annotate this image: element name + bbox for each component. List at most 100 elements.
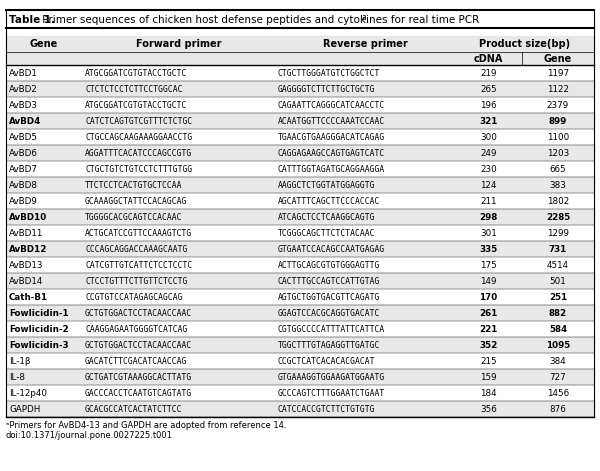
Text: 298: 298 bbox=[479, 212, 497, 221]
Text: 584: 584 bbox=[549, 325, 567, 333]
Bar bbox=[6, 129, 594, 145]
Text: GAGGGGTCTTCTTGCTGCTG: GAGGGGTCTTCTTGCTGCTG bbox=[278, 84, 376, 94]
Text: 159: 159 bbox=[480, 373, 497, 382]
Text: GTGAATCCACAGCCAATGAGAG: GTGAATCCACAGCCAATGAGAG bbox=[278, 244, 385, 253]
Text: AvBD6: AvBD6 bbox=[9, 148, 38, 157]
Text: Fowlicidin-1: Fowlicidin-1 bbox=[9, 309, 68, 317]
Text: Primer sequences of chicken host defense peptides and cytokines for real time PC: Primer sequences of chicken host defense… bbox=[39, 15, 479, 25]
Text: 124: 124 bbox=[480, 180, 497, 189]
Text: 1197: 1197 bbox=[547, 68, 569, 78]
Text: GTGAAAGGTGGAAGATGGAATG: GTGAAAGGTGGAAGATGGAATG bbox=[278, 373, 385, 382]
Text: ATGCGGATCGTGTACCTGCTC: ATGCGGATCGTGTACCTGCTC bbox=[85, 100, 187, 109]
Text: GCTGTGGACTCCTACAACCAAC: GCTGTGGACTCCTACAACCAAC bbox=[85, 309, 192, 317]
Text: 221: 221 bbox=[479, 325, 497, 333]
Text: cDNA: cDNA bbox=[474, 54, 503, 64]
Text: 1802: 1802 bbox=[547, 196, 569, 205]
Bar bbox=[6, 193, 594, 209]
Text: GACCCACCTCAATGTCAGTATG: GACCCACCTCAATGTCAGTATG bbox=[85, 389, 192, 398]
Text: 899: 899 bbox=[549, 116, 567, 125]
Text: 300: 300 bbox=[480, 132, 497, 141]
Bar bbox=[6, 273, 594, 289]
Text: 352: 352 bbox=[479, 341, 497, 349]
Text: 727: 727 bbox=[550, 373, 566, 382]
Text: IL-8: IL-8 bbox=[9, 373, 25, 382]
Text: 265: 265 bbox=[480, 84, 497, 94]
Bar bbox=[6, 161, 594, 177]
Text: AvBD1: AvBD1 bbox=[9, 68, 38, 78]
Text: TCGGGCAGCTTCTCTACAAC: TCGGGCAGCTTCTCTACAAC bbox=[278, 228, 376, 237]
Text: GACATCTTCGACATCAACCAG: GACATCTTCGACATCAACCAG bbox=[85, 357, 187, 365]
Text: CAAGGAGAATGGGGTCATCAG: CAAGGAGAATGGGGTCATCAG bbox=[85, 325, 187, 333]
Text: GGAGTCCACGCAGGTGACATC: GGAGTCCACGCAGGTGACATC bbox=[278, 309, 380, 317]
Text: 249: 249 bbox=[480, 148, 497, 157]
Text: 1095: 1095 bbox=[546, 341, 570, 349]
Text: ᵃPrimers for AvBD4-13 and GAPDH are adopted from reference 14.: ᵃPrimers for AvBD4-13 and GAPDH are adop… bbox=[6, 421, 287, 430]
Bar bbox=[6, 305, 594, 321]
Text: GCACGCCATCACTATCTTCC: GCACGCCATCACTATCTTCC bbox=[85, 405, 182, 414]
Text: Product size(bp): Product size(bp) bbox=[479, 39, 570, 49]
Text: 501: 501 bbox=[550, 276, 566, 285]
Text: CCGCTCATCACACACGACAT: CCGCTCATCACACACGACAT bbox=[278, 357, 376, 365]
Text: CATCGTTGTCATTCTCCTCCTC: CATCGTTGTCATTCTCCTCCTC bbox=[85, 260, 192, 269]
Bar bbox=[6, 81, 594, 97]
Bar bbox=[6, 97, 594, 113]
Text: GCTGATCGTAAAGGCACTTATG: GCTGATCGTAAAGGCACTTATG bbox=[85, 373, 192, 382]
Bar bbox=[6, 241, 594, 257]
Bar bbox=[6, 353, 594, 369]
Text: 196: 196 bbox=[480, 100, 497, 109]
Text: 251: 251 bbox=[549, 292, 567, 301]
Text: 175: 175 bbox=[480, 260, 497, 269]
Text: CACTTTGCCAGTCCATTGTAG: CACTTTGCCAGTCCATTGTAG bbox=[278, 276, 380, 285]
Bar bbox=[6, 52, 594, 65]
Text: AvBD2: AvBD2 bbox=[9, 84, 38, 94]
Text: CTCTCTCCTCTTCCTGGCAC: CTCTCTCCTCTTCCTGGCAC bbox=[85, 84, 182, 94]
Text: 665: 665 bbox=[550, 164, 566, 173]
Text: Gene: Gene bbox=[544, 54, 572, 64]
Text: 1203: 1203 bbox=[547, 148, 569, 157]
Text: 1456: 1456 bbox=[547, 389, 569, 398]
Text: CTGCTGTCTGTCCTCTTTGTGG: CTGCTGTCTGTCCTCTTTGTGG bbox=[85, 164, 192, 173]
Text: GAPDH: GAPDH bbox=[9, 405, 40, 414]
Text: a: a bbox=[361, 13, 366, 22]
Text: CATTTGGTAGATGCAGGAAGGA: CATTTGGTAGATGCAGGAAGGA bbox=[278, 164, 385, 173]
Text: TGAACGTGAAGGGACATCAGAG: TGAACGTGAAGGGACATCAGAG bbox=[278, 132, 385, 141]
Text: 261: 261 bbox=[479, 309, 497, 317]
Text: 2285: 2285 bbox=[546, 212, 570, 221]
Text: AGCATTTCAGCTTCCCACCAC: AGCATTTCAGCTTCCCACCAC bbox=[278, 196, 380, 205]
Text: CCGTGTCCATAGAGCAGCAG: CCGTGTCCATAGAGCAGCAG bbox=[85, 292, 182, 301]
Text: CCCAGCAGGACCAAAGCAATG: CCCAGCAGGACCAAAGCAATG bbox=[85, 244, 187, 253]
Text: 184: 184 bbox=[480, 389, 497, 398]
Text: AvBD9: AvBD9 bbox=[9, 196, 38, 205]
Text: IL-12p40: IL-12p40 bbox=[9, 389, 47, 398]
Text: ATCAGCTCCTCAAGGCAGTG: ATCAGCTCCTCAAGGCAGTG bbox=[278, 212, 376, 221]
Text: AvBD4: AvBD4 bbox=[9, 116, 41, 125]
Text: .: . bbox=[366, 15, 370, 25]
Bar bbox=[6, 337, 594, 353]
Text: 2379: 2379 bbox=[547, 100, 569, 109]
Text: AvBD7: AvBD7 bbox=[9, 164, 38, 173]
Text: 1122: 1122 bbox=[547, 84, 569, 94]
Text: 356: 356 bbox=[480, 405, 497, 414]
Text: CGTGGCCCCATTTATTCATTCA: CGTGGCCCCATTTATTCATTCA bbox=[278, 325, 385, 333]
Bar bbox=[6, 65, 594, 81]
Text: 384: 384 bbox=[550, 357, 566, 365]
Text: 321: 321 bbox=[479, 116, 497, 125]
Text: AvBD3: AvBD3 bbox=[9, 100, 38, 109]
Bar bbox=[6, 321, 594, 337]
Text: GCTGTGGACTCCTACAACCAAC: GCTGTGGACTCCTACAACCAAC bbox=[85, 341, 192, 349]
Text: CTGCCAGCAAGAAAGGAACCTG: CTGCCAGCAAGAAAGGAACCTG bbox=[85, 132, 192, 141]
Text: 170: 170 bbox=[479, 292, 497, 301]
Text: 215: 215 bbox=[480, 357, 497, 365]
Text: 211: 211 bbox=[480, 196, 497, 205]
Text: 383: 383 bbox=[550, 180, 566, 189]
Text: CATCCACCGTCTTCTGTGTG: CATCCACCGTCTTCTGTGTG bbox=[278, 405, 376, 414]
Text: Reverse primer: Reverse primer bbox=[323, 39, 407, 49]
Text: TGGCTTTGTAGAGGTTGATGC: TGGCTTTGTAGAGGTTGATGC bbox=[278, 341, 380, 349]
Bar bbox=[6, 145, 594, 161]
Text: Fowlicidin-2: Fowlicidin-2 bbox=[9, 325, 68, 333]
Text: AvBD12: AvBD12 bbox=[9, 244, 47, 253]
Text: AGTGCTGGTGACGTTCAGATG: AGTGCTGGTGACGTTCAGATG bbox=[278, 292, 380, 301]
Bar bbox=[6, 113, 594, 129]
Text: CAGAATTCAGGGCATCAACCTC: CAGAATTCAGGGCATCAACCTC bbox=[278, 100, 385, 109]
Text: AvBD10: AvBD10 bbox=[9, 212, 47, 221]
